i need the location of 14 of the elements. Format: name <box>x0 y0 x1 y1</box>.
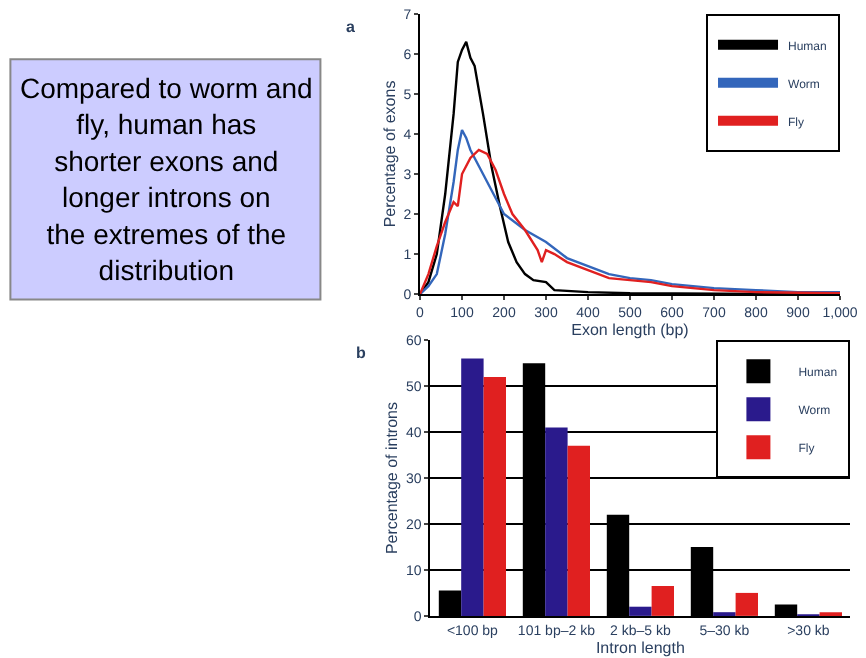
y-axis-title: Percentage of exons <box>380 80 399 228</box>
bar <box>545 427 568 616</box>
x-axis-title: Exon length (bp) <box>571 321 690 340</box>
bar <box>567 445 590 616</box>
bar <box>461 358 484 616</box>
text: b <box>356 344 366 362</box>
x-axis-title: Intron length <box>595 638 685 657</box>
y-axis-title: Percentage of introns <box>383 401 402 555</box>
text: Compared to worm and fly, human has shorter exons and longer introns on the extremes of the distribution <box>20 72 313 286</box>
bar <box>629 606 652 616</box>
bar <box>735 592 758 616</box>
bar <box>483 376 506 616</box>
bar <box>651 586 674 616</box>
text: a <box>346 18 356 36</box>
